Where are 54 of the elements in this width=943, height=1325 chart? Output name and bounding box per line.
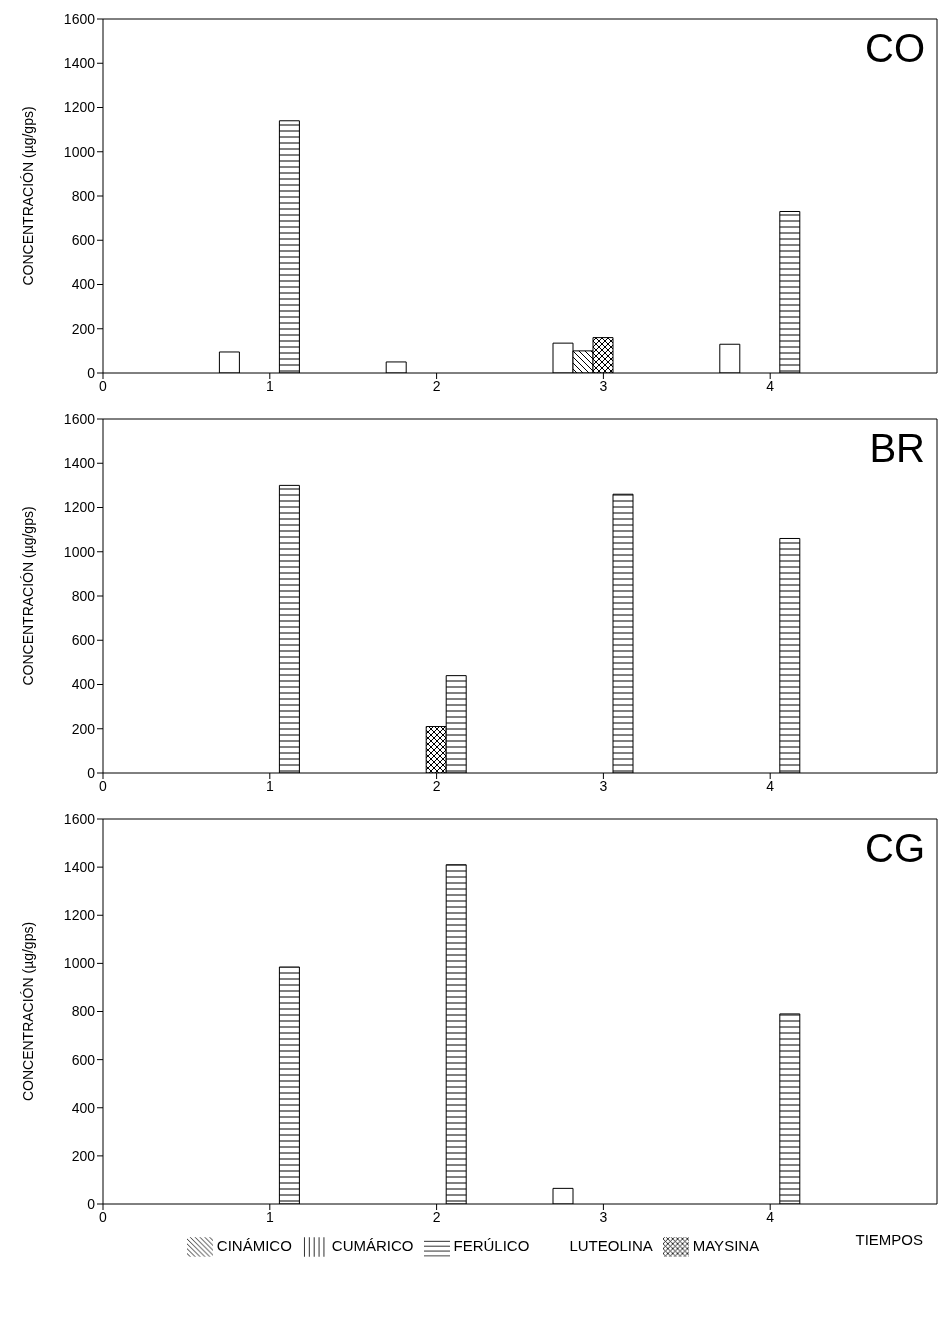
legend-label: MAYSINA bbox=[692, 1236, 760, 1254]
x-tick-label: 2 bbox=[432, 377, 441, 394]
y-tick-label: 600 bbox=[71, 1051, 96, 1068]
y-tick-label: 600 bbox=[71, 632, 96, 649]
y-tick-label: 200 bbox=[71, 320, 96, 337]
chart-title: BR bbox=[869, 426, 925, 471]
y-tick-label: 1400 bbox=[63, 55, 96, 72]
x-tick-label: 4 bbox=[766, 777, 775, 794]
y-axis-title: CONCENTRACIÓN (µg/gps) bbox=[19, 506, 36, 686]
y-tick-label: 1400 bbox=[63, 859, 96, 876]
y-tick-label: 800 bbox=[71, 1003, 96, 1020]
legend-label: FERÚLICO bbox=[453, 1236, 530, 1254]
y-tick-label: 200 bbox=[71, 1147, 96, 1164]
y-tick-label: 400 bbox=[71, 1099, 96, 1116]
x-tick-label: 1 bbox=[265, 777, 274, 794]
x-axis-title: TIEMPOS bbox=[855, 1231, 923, 1248]
x-tick-label: 0 bbox=[99, 777, 108, 794]
y-tick-label: 1000 bbox=[63, 543, 96, 560]
y-tick-label: 1000 bbox=[63, 143, 96, 160]
x-tick-label: 3 bbox=[599, 377, 608, 394]
x-tick-label: 1 bbox=[265, 377, 274, 394]
y-tick-label: 800 bbox=[71, 187, 96, 204]
y-tick-label: 1600 bbox=[63, 810, 96, 827]
y-tick-label: 1600 bbox=[63, 10, 96, 27]
x-tick-label: 2 bbox=[432, 777, 441, 794]
y-tick-label: 1600 bbox=[63, 410, 96, 427]
x-tick-label: 4 bbox=[766, 1208, 775, 1225]
y-tick-label: 600 bbox=[71, 232, 96, 249]
x-tick-label: 1 bbox=[265, 1208, 274, 1225]
text: LUTEOLINA bbox=[569, 1236, 653, 1254]
y-axis-title: CONCENTRACIÓN (µg/gps) bbox=[19, 106, 36, 286]
y-tick-label: 0 bbox=[87, 364, 96, 381]
y-tick-label: 1000 bbox=[63, 955, 96, 972]
y-tick-label: 200 bbox=[71, 720, 96, 737]
legend-label: CINÁMICO bbox=[216, 1236, 292, 1254]
y-tick-label: 400 bbox=[71, 676, 96, 693]
y-tick-label: 0 bbox=[87, 1195, 96, 1212]
chart-title: CG bbox=[865, 826, 925, 871]
legend-label: CUMÁRICO bbox=[331, 1236, 414, 1254]
x-tick-label: 0 bbox=[99, 377, 108, 394]
y-tick-label: 1200 bbox=[63, 99, 96, 116]
x-tick-label: 2 bbox=[432, 1208, 441, 1225]
x-tick-label: 3 bbox=[599, 777, 608, 794]
y-tick-label: 1200 bbox=[63, 499, 96, 516]
chart-title: CO bbox=[865, 26, 925, 71]
x-tick-label: 0 bbox=[99, 1208, 108, 1225]
x-tick-label: 4 bbox=[766, 377, 775, 394]
y-tick-label: 1400 bbox=[63, 455, 96, 472]
y-axis-title: CONCENTRACIÓN (µg/gps) bbox=[19, 921, 36, 1102]
y-tick-label: 0 bbox=[87, 764, 96, 781]
y-tick-label: 800 bbox=[71, 587, 96, 604]
y-tick-label: 400 bbox=[71, 276, 96, 293]
x-tick-label: 3 bbox=[599, 1208, 608, 1225]
y-tick-label: 1200 bbox=[63, 907, 96, 924]
